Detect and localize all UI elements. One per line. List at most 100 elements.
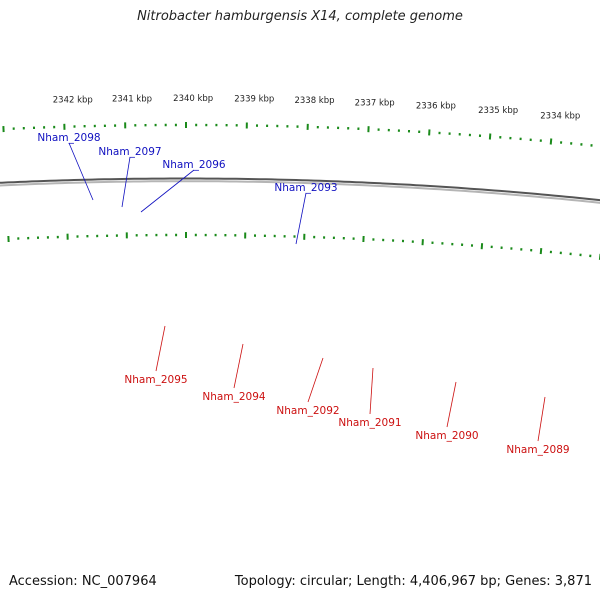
minor-tick [372,238,375,241]
major-tick [124,122,127,129]
kbp-tick-label: 2335 kbp [478,106,518,116]
gene-left-partial[interactable] [0,199,2,204]
gene-nham-2095[interactable] [142,201,148,206]
forward-gene-label[interactable]: Nham_2098 [37,132,100,144]
gene-features[interactable] [0,159,589,240]
minor-tick [352,237,355,240]
label-leader-line [537,396,546,442]
minor-tick [134,124,137,127]
minor-tick [255,124,259,127]
minor-tick [387,128,390,132]
minor-tick [22,126,25,130]
minor-tick [12,127,15,130]
minor-tick [438,131,441,135]
kbp-tick-label: 2336 kbp [416,102,456,112]
major-tick [480,243,484,250]
minor-tick [253,234,257,237]
major-tick [125,232,128,239]
minor-tick [155,233,158,237]
gene-nham-2091[interactable] [356,200,362,205]
minor-tick [56,235,59,239]
reverse-gene-label[interactable]: Nham_2090 [415,430,478,442]
reverse-gene-label[interactable]: Nham_2091 [338,417,401,429]
minor-tick [569,252,572,256]
major-tick [539,248,543,255]
forward-gene-label[interactable]: Nham_2097 [98,146,161,158]
minor-tick [283,235,286,238]
major-tick [185,232,187,238]
minor-tick [377,128,380,131]
minor-tick [214,233,217,237]
forward-gene-label[interactable]: Nham_2096 [162,159,225,171]
minor-tick [549,250,553,254]
minor-tick [106,234,109,238]
gene-nham-2092[interactable] [306,199,312,204]
minor-tick [313,235,316,239]
label-leader-line [446,381,457,428]
minor-tick [293,235,296,238]
minor-tick [530,248,533,252]
label-leader-line [307,357,324,403]
forward-gene-label[interactable]: Nham_2093 [274,182,337,194]
minor-tick [53,125,56,129]
minor-tick [461,243,464,246]
minor-tick [529,138,532,142]
minor-tick [36,236,40,239]
reverse-gene-label[interactable]: Nham_2095 [124,374,187,386]
minor-tick [154,123,157,127]
reverse-gene-label[interactable]: Nham_2089 [506,444,569,456]
minor-tick [276,124,279,128]
label-leader-line [140,169,195,213]
kbp-tick-label: 2337 kbp [355,98,395,108]
major-tick [421,239,424,246]
minor-tick [266,124,269,128]
minor-tick [579,253,582,257]
major-tick [367,126,370,133]
minor-tick [500,246,503,249]
gene-nham-2094[interactable] [229,199,235,204]
label-leader-line [155,325,166,372]
gene-labels[interactable]: 2342 kbp 2341 kbp 2340 kbp 2339 kbp 2338 kbp… [37,94,580,456]
minor-tick [17,237,20,240]
minor-tick [570,142,573,145]
major-tick [245,122,248,129]
minor-tick [559,141,563,144]
major-tick [362,235,365,243]
major-tick [488,133,492,140]
minor-tick [401,239,405,243]
minor-tick [96,234,99,238]
minor-tick [458,133,461,136]
accession-text: Accession: NC_007964 [9,574,157,589]
minor-tick [164,123,167,127]
kbp-tick-label: 2338 kbp [294,96,334,106]
minor-tick [204,233,207,237]
minor-tick [115,234,118,237]
minor-tick [337,126,340,130]
major-tick [549,138,553,145]
backbone-line [0,180,600,204]
label-leader-line [233,343,244,389]
minor-tick [407,129,411,133]
reverse-gene-label[interactable]: Nham_2094 [202,391,265,403]
minor-tick [478,134,482,137]
minor-tick [286,125,289,128]
minor-tick [397,129,400,132]
minor-tick [32,126,36,130]
minor-tick [215,123,218,127]
minor-tick [263,234,266,238]
gene-nham-2089[interactable] [518,210,524,215]
minor-tick [509,136,512,140]
minor-tick [86,234,89,238]
minor-tick [451,242,454,246]
label-leader-line [68,142,94,201]
gene-right-partial[interactable] [583,217,588,223]
major-tick [66,233,69,240]
minor-tick [342,236,345,240]
minor-tick [411,240,414,243]
major-tick [244,232,247,239]
pseudo-gene[interactable] [352,217,358,222]
reverse-gene-label[interactable]: Nham_2092 [276,405,339,417]
gene-nham-2090[interactable] [405,201,411,206]
other-feature[interactable] [578,233,583,239]
